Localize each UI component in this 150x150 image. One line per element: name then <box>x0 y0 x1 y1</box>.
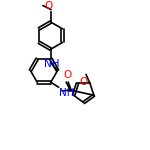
Text: NH: NH <box>44 59 60 69</box>
Text: O: O <box>79 77 88 87</box>
Text: O: O <box>63 70 71 80</box>
Text: NH: NH <box>60 88 75 98</box>
Text: O: O <box>45 1 53 11</box>
